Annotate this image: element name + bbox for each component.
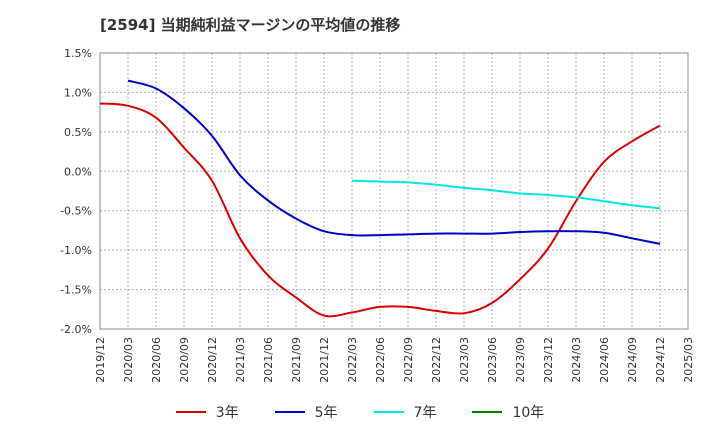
y-tick-label: 0.5% — [64, 126, 92, 139]
x-tick-label: 2021/09 — [290, 337, 303, 383]
legend-item: 3年 — [175, 402, 239, 422]
x-tick-label: 2020/03 — [122, 337, 135, 383]
x-tick-label: 2023/06 — [486, 337, 499, 383]
legend: 3年 5年 7年 10年 — [0, 402, 720, 422]
legend-item: 10年 — [472, 402, 544, 422]
x-tick-label: 2024/09 — [626, 337, 639, 383]
x-tick-label: 2019/12 — [94, 337, 107, 383]
x-tick-label: 2024/12 — [654, 337, 667, 383]
x-tick-label: 2020/06 — [150, 337, 163, 383]
x-tick-label: 2025/03 — [682, 337, 695, 383]
legend-swatch — [175, 411, 206, 413]
y-tick-label: -1.5% — [60, 284, 92, 297]
legend-swatch — [274, 411, 305, 413]
axes — [99, 52, 689, 330]
y-tick-labels: 1.5% 1.0% 0.5% 0.0% -0.5% -1.0% -1.5% -2.0% — [60, 47, 92, 336]
legend-label: 7年 — [413, 405, 437, 421]
y-tick-label: 0.0% — [64, 165, 92, 178]
legend-swatch — [472, 411, 503, 413]
x-tick-label: 2023/12 — [542, 337, 555, 383]
series-line-3年 — [99, 102, 661, 318]
x-tick-label: 2021/12 — [318, 337, 331, 383]
x-tick-label: 2024/06 — [598, 337, 611, 383]
x-tick-label: 2023/09 — [514, 337, 527, 383]
legend-swatch — [373, 411, 404, 413]
y-tick-label: 1.5% — [64, 47, 92, 60]
legend-label: 3年 — [215, 405, 239, 421]
x-tick-label: 2020/12 — [206, 337, 219, 383]
y-tick-label: 1.0% — [64, 86, 92, 99]
grid — [99, 52, 689, 330]
x-tick-label: 2022/06 — [374, 337, 387, 383]
x-tick-label: 2021/06 — [262, 337, 275, 383]
x-tick-label: 2022/09 — [402, 337, 415, 383]
x-tick-label: 2021/03 — [234, 337, 247, 383]
y-tick-label: -2.0% — [60, 323, 92, 336]
x-tick-label: 2022/12 — [430, 337, 443, 383]
chart-title: [2594] 当期純利益マージンの平均値の推移 — [100, 16, 401, 34]
series-line-5年 — [127, 79, 661, 245]
x-tick-label: 2024/03 — [570, 337, 583, 383]
x-tick-labels: 2019/12 2020/03 2020/06 2020/09 2020/12 2021/… — [94, 337, 695, 383]
x-tick-label: 2020/09 — [178, 337, 191, 383]
x-tick-label: 2023/03 — [458, 337, 471, 383]
x-tick-label: 2022/03 — [346, 337, 359, 383]
legend-label: 5年 — [314, 405, 338, 421]
y-tick-label: -1.0% — [60, 244, 92, 257]
series-lines — [99, 79, 661, 318]
legend-label: 10年 — [512, 405, 545, 421]
y-tick-label: -0.5% — [60, 205, 92, 218]
plot-frame — [99, 52, 689, 330]
legend-item: 5年 — [274, 402, 338, 422]
legend-item: 7年 — [373, 402, 437, 422]
series-line-7年 — [351, 179, 661, 210]
